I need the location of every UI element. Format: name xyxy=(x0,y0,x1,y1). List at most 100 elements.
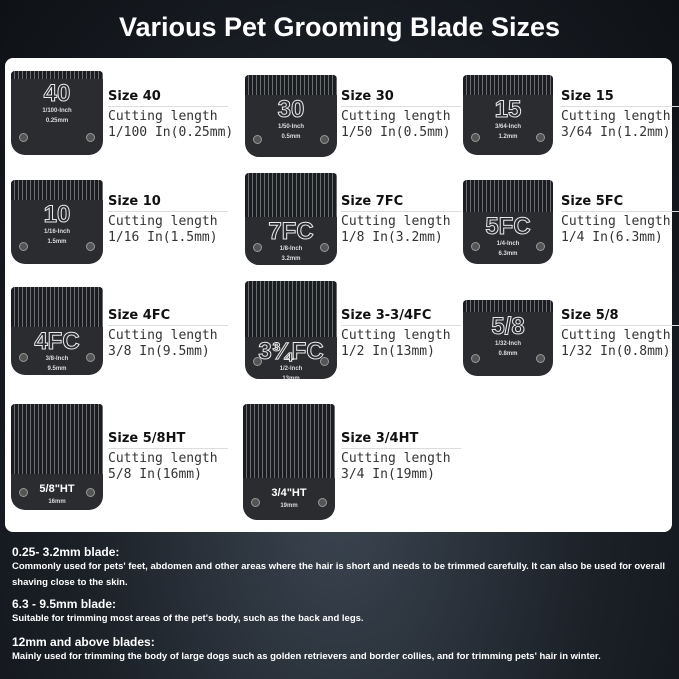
screw-icon xyxy=(253,243,262,252)
blade-image: 3¾FC 1/2-Inch 13mm xyxy=(245,281,337,379)
cutting-length-label: Cutting length xyxy=(341,214,451,229)
blade-image: 10 1/16-Inch 1.5mm xyxy=(11,180,103,264)
cutting-length-value: 1/32 In(0.8mm) xyxy=(561,344,671,359)
blade-stamp-mm: 0.5mm xyxy=(281,134,301,140)
blade-image: 4FC 3/8-Inch 9.5mm xyxy=(11,287,103,375)
blade-stamp-group: 40 1/100-Inch 0.25mm xyxy=(11,80,103,125)
screw-icon xyxy=(471,354,480,363)
blade-info: Size 4FC Cutting length 3/8 In(9.5mm) xyxy=(108,308,228,360)
blade-info: Size 30 Cutting length 1/50 In(0.5mm) xyxy=(341,89,461,141)
blade-teeth xyxy=(463,180,553,212)
screw-icon xyxy=(251,498,260,507)
blade-stamp: 10 xyxy=(43,201,71,228)
blade-image: 3/4"HT 19mm xyxy=(243,404,335,520)
blade-teeth xyxy=(11,71,103,79)
screw-icon xyxy=(253,357,262,366)
blade-stamp: 5/8 xyxy=(491,313,525,340)
blade-stamp: 4FC xyxy=(34,328,80,355)
blade-stamp: 5FC xyxy=(485,213,531,240)
blade-stamp-group: 3/4"HT 19mm xyxy=(243,480,335,510)
blade-teeth xyxy=(243,404,335,478)
blade-stamp-inch: 1/50-Inch xyxy=(277,124,304,130)
screw-icon xyxy=(86,242,95,251)
cutting-length-label: Cutting length xyxy=(561,109,671,124)
blade-stamp-mm: 19mm xyxy=(280,503,298,509)
blade-stamp-inch: 1/8-Inch xyxy=(279,246,303,252)
blade-stamp-mm: 3.2mm xyxy=(281,256,301,262)
blade-image: 5/8"HT 16mm xyxy=(11,404,103,510)
blade-stamp: 3¾FC xyxy=(258,338,324,365)
cutting-length-value: 1/100 In(0.25mm) xyxy=(108,125,234,140)
blade-teeth xyxy=(245,281,337,337)
blade-stamp-inch: 3/8-Inch xyxy=(45,356,69,362)
blade-stamp-inch: 1/4-Inch xyxy=(496,241,520,247)
blade-size: Size 5/8 xyxy=(561,308,679,326)
blade-teeth xyxy=(463,75,553,95)
blade-stamp: 15 xyxy=(494,96,522,123)
blade-stamp: 3/4"HT xyxy=(271,487,307,499)
screw-icon xyxy=(318,498,327,507)
blade-size: Size 30 xyxy=(341,89,461,107)
blade-size: Size 10 xyxy=(108,194,228,212)
blade-info: Size 3/4HT Cutting length 3/4 In(19mm) xyxy=(341,431,461,483)
note-heading: 0.25- 3.2mm blade: xyxy=(12,545,120,559)
note-body: Mainly used for trimming the body of lar… xyxy=(12,651,601,662)
screw-icon xyxy=(19,133,28,142)
cutting-length-value: 3/8 In(9.5mm) xyxy=(108,344,210,359)
blade-stamp-group: 7FC 1/8-Inch 3.2mm xyxy=(245,218,337,263)
blade-stamp-group: 5/8"HT 16mm xyxy=(11,476,103,506)
blade-teeth xyxy=(11,287,103,327)
blade-stamp-mm: 1.2mm xyxy=(498,134,518,140)
cutting-length-value: 5/8 In(16mm) xyxy=(108,467,202,482)
screw-icon xyxy=(19,488,28,497)
screw-icon xyxy=(536,133,545,142)
note-heading: 6.3 - 9.5mm blade: xyxy=(12,597,117,611)
blade-size: Size 3-3/4FC xyxy=(341,308,461,326)
note-heading: 12mm and above blades: xyxy=(12,635,155,649)
screw-icon xyxy=(536,242,545,251)
blade-info: Size 10 Cutting length 1/16 In(1.5mm) xyxy=(108,194,228,246)
blade-size: Size 15 xyxy=(561,89,679,107)
screw-icon xyxy=(253,135,262,144)
page-title: Various Pet Grooming Blade Sizes xyxy=(118,12,561,42)
blade-info: Size 5/8HT Cutting length 5/8 In(16mm) xyxy=(108,431,228,483)
cutting-length-label: Cutting length xyxy=(561,328,671,343)
blade-stamp-group: 5FC 1/4-Inch 6.3mm xyxy=(463,213,553,258)
screw-icon xyxy=(19,353,28,362)
blade-image: 5FC 1/4-Inch 6.3mm xyxy=(463,180,553,264)
screw-icon xyxy=(19,242,28,251)
note-body: Suitable for trimming most areas of the … xyxy=(12,613,364,624)
cutting-length-value: 1/2 In(13mm) xyxy=(341,344,435,359)
cutting-length-value: 1/8 In(3.2mm) xyxy=(341,230,443,245)
blade-teeth xyxy=(463,300,553,312)
cutting-length-value: 3/4 In(19mm) xyxy=(341,467,435,482)
cutting-length-label: Cutting length xyxy=(341,328,451,343)
blade-stamp-inch: 1/32-Inch xyxy=(494,341,521,347)
screw-icon xyxy=(320,357,329,366)
cutting-length-label: Cutting length xyxy=(341,451,451,466)
blade-chart-panel xyxy=(5,58,672,532)
note-body: Commonly used for pets' feet, abdomen an… xyxy=(12,561,665,588)
screw-icon xyxy=(320,135,329,144)
blade-stamp-mm: 1.5mm xyxy=(47,239,67,245)
blade-size: Size 5FC xyxy=(561,194,679,212)
blade-stamp-group: 15 3/64-Inch 1.2mm xyxy=(463,96,553,141)
cutting-length-value: 1/50 In(0.5mm) xyxy=(341,125,451,140)
blade-teeth xyxy=(11,180,103,200)
blade-size: Size 5/8HT xyxy=(108,431,228,449)
cutting-length-label: Cutting length xyxy=(108,328,218,343)
blade-stamp-mm: 9.5mm xyxy=(47,366,67,372)
screw-icon xyxy=(471,242,480,251)
cutting-length-label: Cutting length xyxy=(561,214,671,229)
blade-stamp-inch: 3/64-Inch xyxy=(494,124,521,130)
blade-stamp-group: 3¾FC 1/2-Inch 13mm xyxy=(245,338,337,379)
screw-icon xyxy=(320,243,329,252)
blade-info: Size 5FC Cutting length 1/4 In(6.3mm) xyxy=(561,194,679,246)
blade-info: Size 15 Cutting length 3/64 In(1.2mm) xyxy=(561,89,679,141)
blade-stamp-inch: 1/16-Inch xyxy=(43,229,70,235)
cutting-length-value: 1/16 In(1.5mm) xyxy=(108,230,218,245)
blade-stamp-mm: 13mm xyxy=(282,376,300,379)
blade-teeth xyxy=(11,404,103,474)
blade-size: Size 40 xyxy=(108,89,228,107)
blade-info: Size 5/8 Cutting length 1/32 In(0.8mm) xyxy=(561,308,679,360)
